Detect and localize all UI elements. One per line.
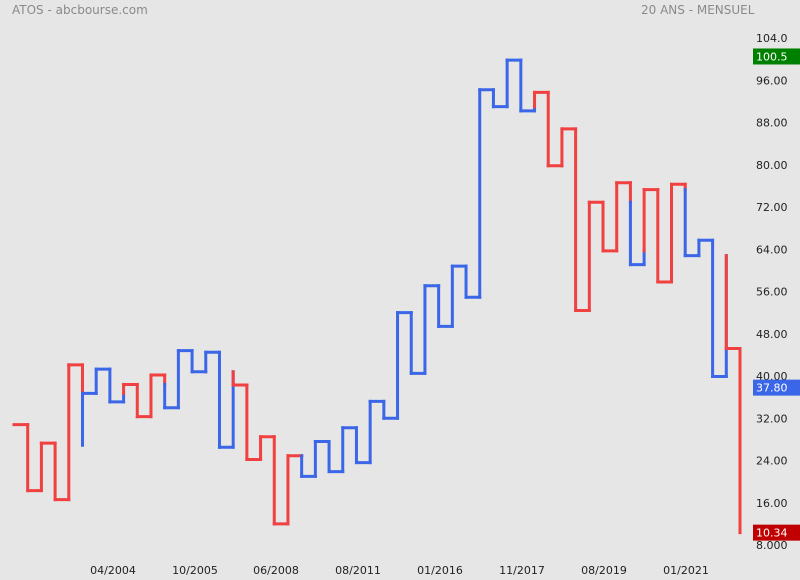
x-tick-label: 06/2008 [253,564,299,577]
x-tick-label: 04/2004 [90,564,136,577]
high-price-badge: 100.5 [753,48,800,65]
x-tick-label: 01/2016 [417,564,463,577]
price-line-group [12,58,742,535]
y-tick-label: 104.0 [756,32,788,45]
y-tick-label: 80.00 [756,159,788,172]
chart-period: 20 ANS - MENSUEL [641,3,755,17]
price-badges: 100.5 37.80 10.34 [753,48,800,541]
last-price-badge: 37.80 [753,379,800,396]
y-tick-label: 56.00 [756,286,788,299]
y-tick-label: 16.00 [756,497,788,510]
last-price-badge-value: 37.80 [756,382,788,395]
x-tick-label: 10/2005 [172,564,218,577]
y-tick-label: 72.00 [756,201,788,214]
y-tick-label: 88.00 [756,117,788,130]
x-tick-label: 08/2011 [335,564,381,577]
chart-title: ATOS - abcbourse.com [12,3,148,17]
y-tick-label: 48.00 [756,328,788,341]
y-tick-label: 32.00 [756,412,788,425]
low-price-badge: 10.34 [753,524,800,541]
x-tick-label: 01/2021 [663,564,709,577]
y-tick-label: 64.00 [756,243,788,256]
y-tick-label: 8.000 [756,539,788,552]
low-price-badge-value: 10.34 [756,527,788,540]
high-price-badge-value: 100.5 [756,50,788,63]
y-axis: 104.0 96.00 88.00 80.00 72.00 64.00 56.00 48.00… [756,32,788,552]
y-tick-label: 24.00 [756,455,788,468]
x-axis: 04/2004 10/2005 06/2008 08/2011 01/2016 11/20… [90,564,709,577]
x-tick-label: 08/2019 [581,564,627,577]
y-tick-label: 96.00 [756,74,788,87]
x-tick-label: 11/2017 [499,564,545,577]
